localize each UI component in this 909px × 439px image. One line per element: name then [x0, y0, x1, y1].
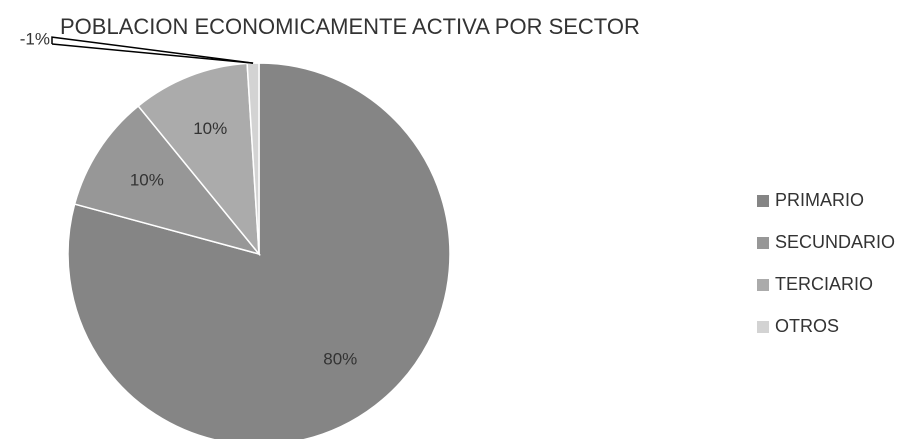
pie-slice [137, 62, 260, 257]
leader-line [51, 36, 254, 64]
data-label: 10% [193, 119, 227, 138]
legend-swatch [757, 237, 769, 249]
legend-label: OTROS [775, 316, 839, 336]
legend-swatch [757, 279, 769, 291]
pie-slice [73, 104, 262, 256]
legend-swatch [757, 195, 769, 207]
data-label: -1% [20, 29, 50, 48]
legend-swatch [757, 321, 769, 333]
legend-label: PRIMARIO [775, 190, 864, 210]
data-label: 10% [130, 171, 164, 190]
pie-slice [246, 62, 260, 255]
data-label: 80% [323, 350, 357, 369]
legend-label: TERCIARIO [775, 274, 873, 294]
legend-label: SECUNDARIO [775, 232, 895, 252]
chart-title: POBLACION ECONOMICAMENTE ACTIVA POR SECT… [60, 14, 640, 39]
leader-line [51, 43, 254, 64]
